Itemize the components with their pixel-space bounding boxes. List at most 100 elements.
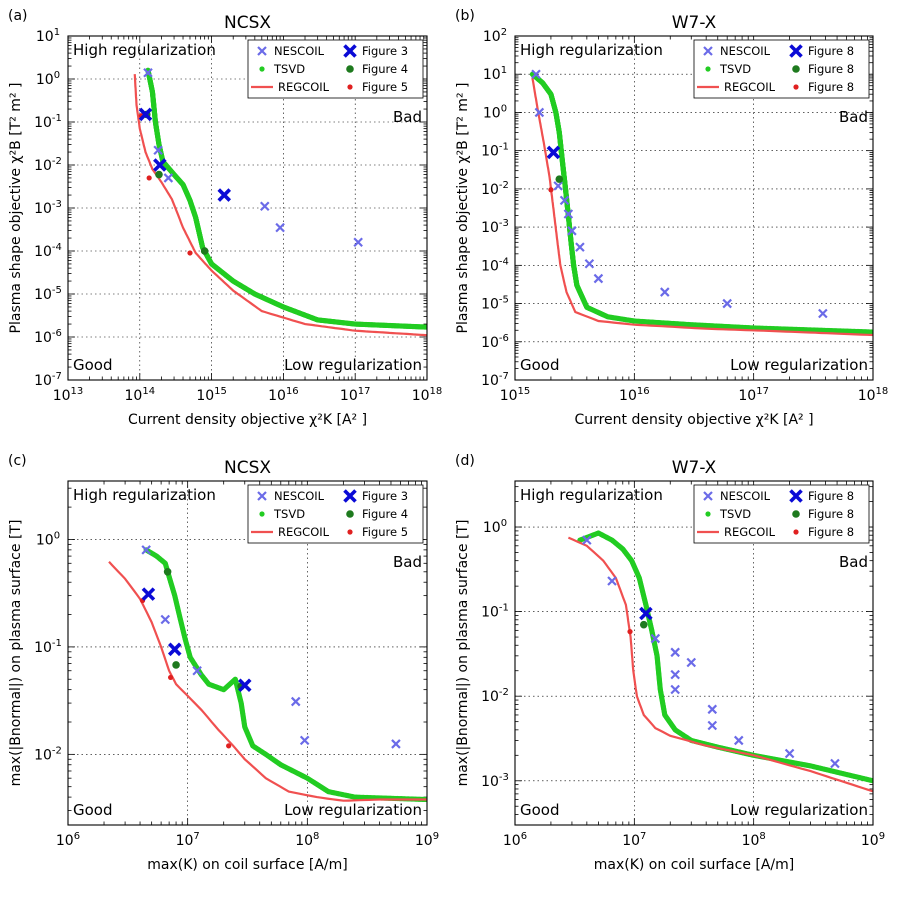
corner-label-bad: Bad: [393, 108, 422, 126]
nescoil-point: [650, 633, 661, 644]
legend: NESCOIL Figure 3 TSVD Figure 4 REGCOIL Figure…: [247, 39, 424, 99]
corner-label-bad: Bad: [393, 553, 422, 571]
nescoil-point: [593, 273, 604, 284]
tsvd-point: [424, 324, 427, 330]
legend-label: Figure 5: [362, 80, 408, 94]
nescoil-highlight-point: [237, 678, 252, 692]
nescoil-point: [143, 67, 153, 78]
nescoil-highlight-point: [639, 606, 653, 621]
nescoil-point: [559, 195, 570, 206]
legend-label: Figure 8: [808, 525, 854, 539]
panel-c: 106 107 108 109 10-2 10-1 100 High regularizati…: [8, 453, 439, 873]
y-tick-label: 10-3: [481, 772, 509, 790]
legend-marker-nescoil: [257, 46, 267, 56]
nescoil-point: [563, 209, 574, 219]
y-tick-label: 10-4: [34, 242, 62, 260]
y-axis-label: max(|Bnormal|) on plasma surface [T]: [8, 520, 24, 787]
x-tick-label: 108: [295, 831, 319, 849]
tsvd-point: [870, 329, 873, 335]
y-tick-label: 100: [483, 103, 507, 121]
panel-letter: (a): [8, 8, 28, 24]
regcoil-highlight-point: [146, 175, 152, 181]
legend-label: TSVD: [273, 62, 305, 76]
nescoil-point: [660, 287, 670, 297]
corner-label-good: Good: [73, 801, 113, 819]
legend-label: TSVD: [719, 507, 751, 521]
chart-title: W7-X: [672, 458, 717, 478]
legend-marker-dot: [347, 84, 353, 90]
nescoil-point: [722, 298, 732, 309]
legend-box: [693, 484, 870, 544]
legend-label: Figure 8: [808, 44, 854, 58]
axes-frame: [67, 35, 428, 381]
nescoil-point: [733, 735, 744, 746]
nescoil-point: [670, 647, 680, 658]
corner-label-high-regularization: High regularization: [520, 486, 663, 504]
regcoil-highlight-point: [226, 743, 232, 749]
x-tick-label: 107: [176, 831, 200, 849]
legend-box: [247, 484, 424, 544]
x-axis-label: Current density objective χ²K [A² ]: [128, 412, 367, 428]
y-axis-label: max(|Bnormal|) on plasma surface [T]: [455, 520, 471, 787]
corner-label-good: Good: [520, 356, 560, 374]
nescoil-highlight-point: [217, 188, 232, 202]
x-tick-label: 1014: [125, 386, 156, 404]
y-tick-label: 100: [36, 530, 60, 548]
nescoil-point: [353, 237, 363, 248]
chart-title: NCSX: [224, 458, 271, 478]
y-tick-label: 10-5: [481, 295, 509, 313]
legend-label: REGCOIL: [278, 525, 330, 539]
panel-letter: (c): [8, 453, 27, 469]
y-tick-label: 100: [483, 518, 507, 536]
nescoil-point: [275, 222, 285, 233]
panel-a: 1013 1014 1015 1016 1017 1018 10-7 10-6 10-5 10-4…: [8, 8, 442, 428]
legend-marker-circle: [792, 65, 800, 73]
corner-label-high-regularization: High regularization: [73, 486, 216, 504]
legend-marker-nescoil: [703, 46, 713, 56]
legend-label: Figure 4: [362, 507, 408, 521]
x-tick-label: 1013: [53, 386, 84, 404]
nescoil-point: [607, 576, 617, 586]
nescoil-point: [160, 614, 171, 625]
nescoil-point: [567, 226, 577, 236]
x-tick-label: 1018: [412, 386, 443, 404]
x-axis-label: max(K) on coil surface [A/m]: [147, 857, 347, 873]
panel-d: 106 107 108 109 10-3 10-2 10-1 100 High regulari…: [455, 453, 885, 873]
tsvd-highlight-point: [555, 175, 564, 183]
chart-title: NCSX: [224, 13, 271, 33]
x-tick-label: 106: [56, 831, 80, 849]
panel-letter: (b): [455, 8, 475, 24]
panel-b: 1015 1016 1017 1018 10-7 10-6 10-5 10-4 10-3 10-2…: [455, 8, 888, 428]
nescoil-point: [141, 545, 151, 555]
x-tick-label: 109: [861, 831, 885, 849]
nescoil-point: [531, 69, 541, 80]
chart-title: W7-X: [672, 13, 717, 33]
legend-marker-highlight: [789, 489, 803, 503]
x-tick-label: 1015: [500, 386, 531, 404]
regcoil-highlight-point: [627, 629, 633, 635]
nescoil-point: [575, 242, 585, 252]
y-tick-label: 10-2: [34, 745, 62, 763]
plot-area: [133, 67, 427, 337]
ticks: [514, 35, 874, 381]
legend-label: TSVD: [719, 62, 751, 76]
x-axis-label: Current density objective χ²K [A² ]: [574, 412, 813, 428]
corner-label-low-regularization: Low regularization: [284, 801, 422, 819]
y-tick-label: 10-1: [481, 603, 509, 621]
legend-marker-nescoil: [257, 491, 267, 501]
legend-marker-highlight: [343, 44, 357, 58]
legend-marker-dot: [259, 66, 265, 72]
legend-label: Figure 3: [362, 489, 408, 503]
y-axis-label: Plasma shape objective χ²B [T² m² ]: [455, 83, 471, 334]
y-tick-label: 10-3: [34, 199, 62, 217]
regcoil-highlight-point: [167, 674, 174, 681]
regcoil-line: [133, 73, 427, 337]
legend-label: Figure 8: [808, 62, 854, 76]
corner-label-bad: Bad: [839, 553, 868, 571]
x-tick-label: 1017: [340, 386, 371, 404]
corner-label-low-regularization: Low regularization: [730, 801, 868, 819]
axes-frame: [514, 480, 874, 826]
corner-label-good: Good: [520, 801, 560, 819]
corner-label-bad: Bad: [839, 108, 868, 126]
legend: NESCOIL Figure 8 TSVD Figure 8 REGCOIL Figure…: [693, 39, 870, 99]
